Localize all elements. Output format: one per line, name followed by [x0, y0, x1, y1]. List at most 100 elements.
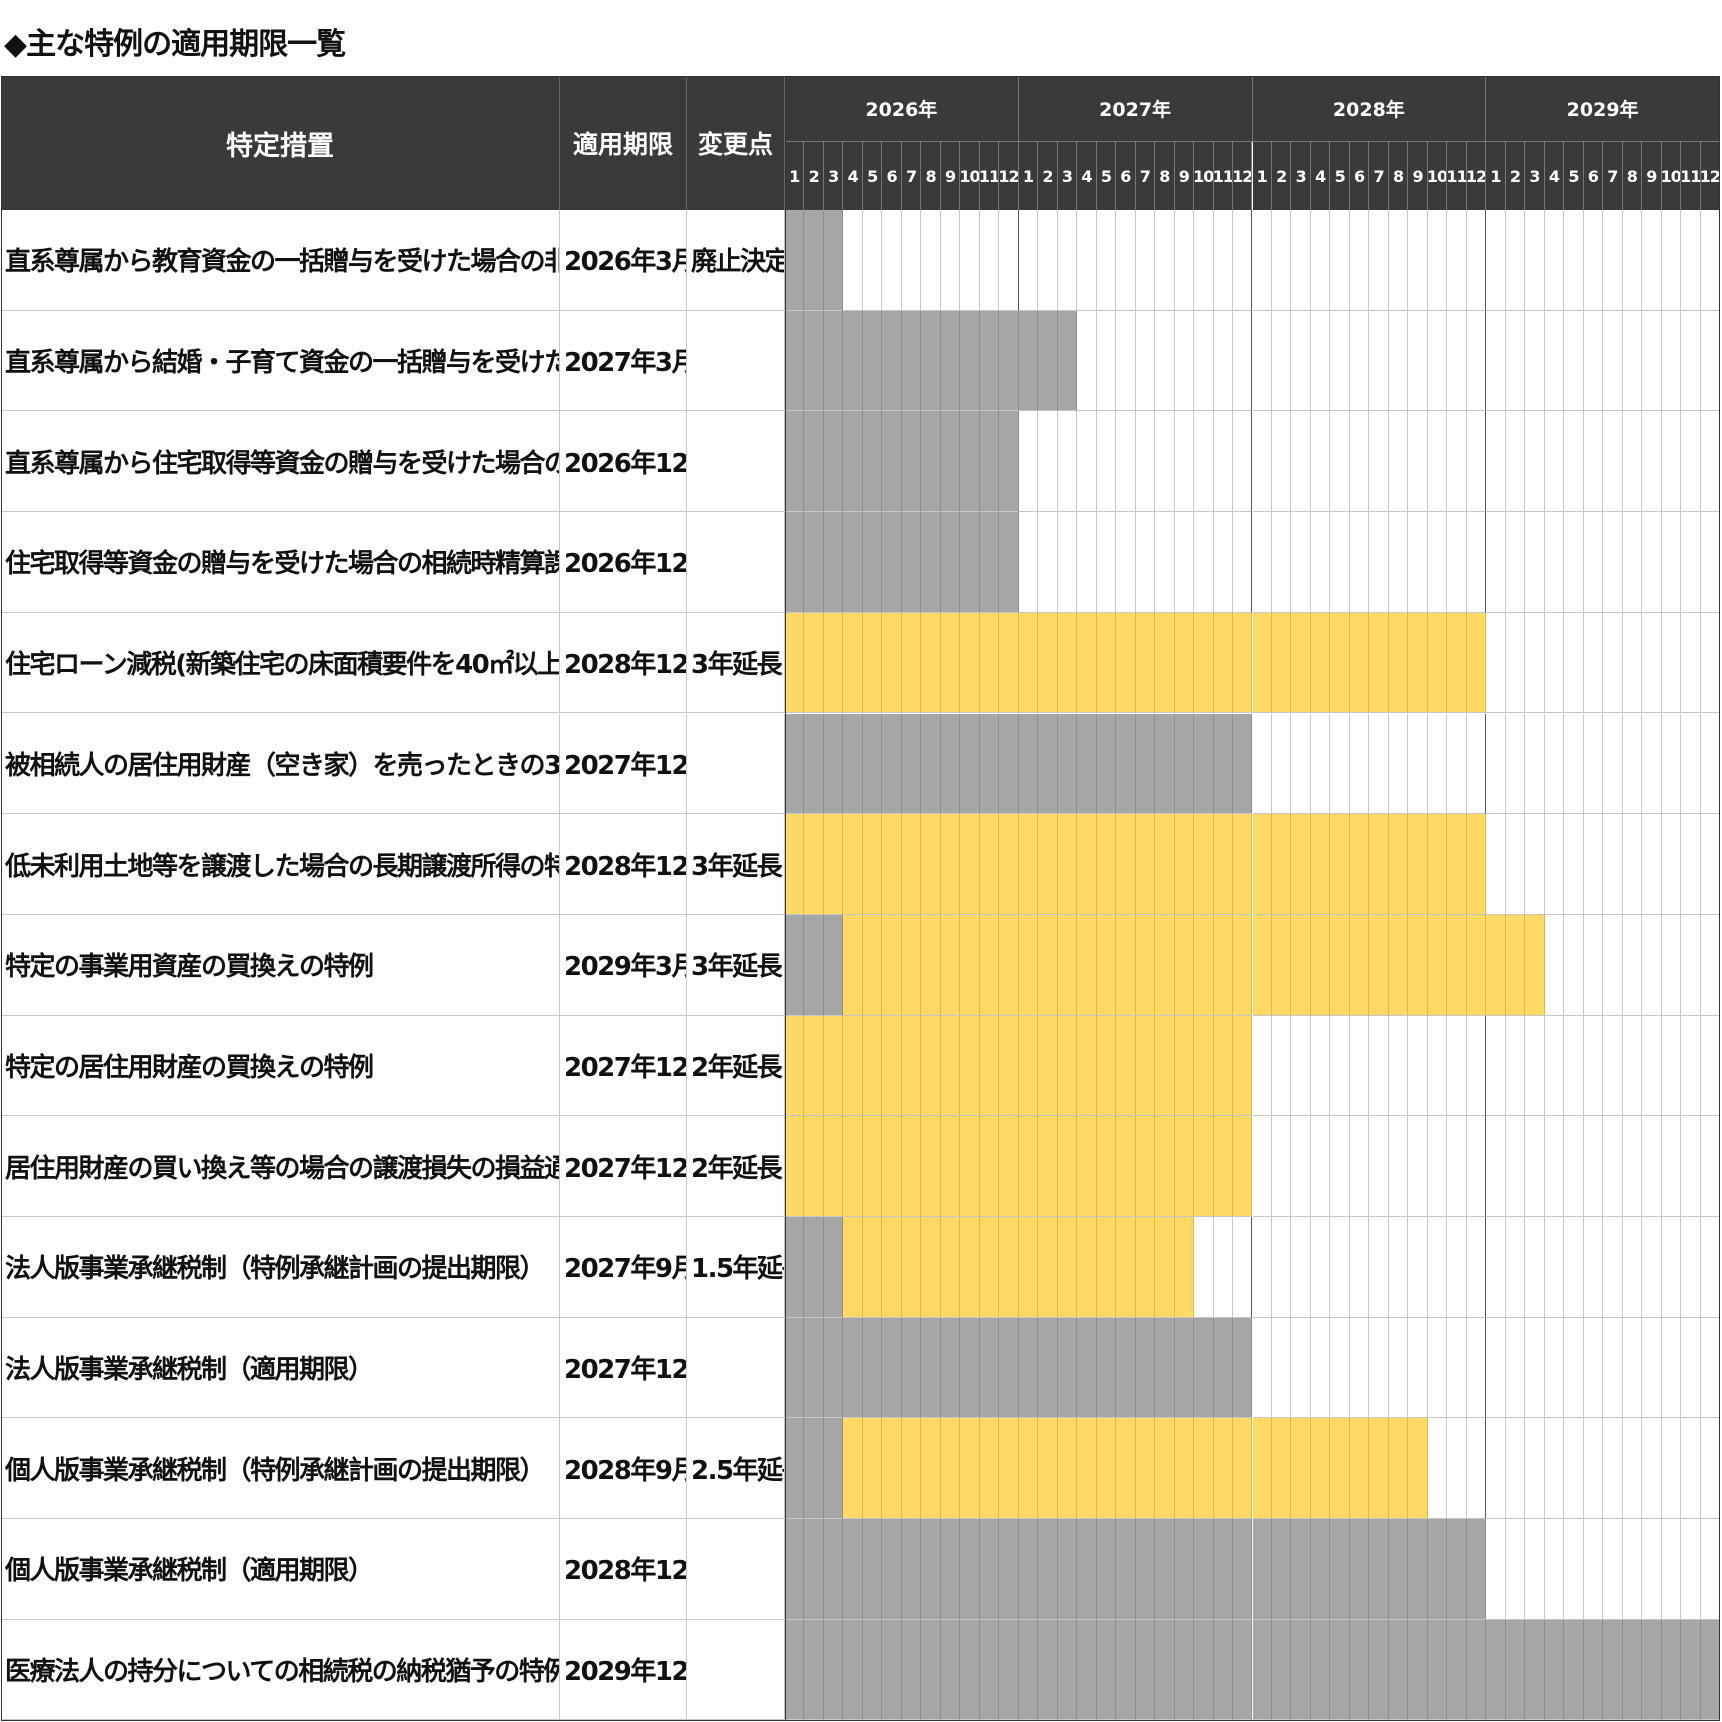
bar-segment-extended — [1135, 1116, 1156, 1217]
empty-month-cell — [1525, 1116, 1545, 1217]
bar-segment-extended — [1252, 1418, 1272, 1520]
empty-month-cell — [940, 210, 961, 311]
change-cell — [687, 1519, 785, 1620]
bar-segment-existing — [823, 310, 844, 412]
empty-month-cell — [1466, 1015, 1487, 1117]
bar-segment-extended — [1194, 1418, 1214, 1520]
change-cell: 3年延長 — [687, 612, 785, 714]
bar-segment-existing — [1194, 1519, 1214, 1620]
deadline-cell: 2028年12月末 — [560, 612, 687, 714]
bar-segment-existing — [901, 411, 922, 513]
bar-segment-extended — [960, 1217, 980, 1318]
month-header: 9 — [940, 142, 961, 210]
empty-month-cell — [1486, 612, 1506, 714]
bar-segment-existing — [979, 1519, 1000, 1620]
empty-month-cell — [1583, 713, 1604, 815]
measure-cell: 特定の事業用資産の買換えの特例 — [1, 914, 560, 1016]
empty-month-cell — [1447, 512, 1467, 613]
empty-month-cell — [1681, 612, 1701, 714]
bar-segment-extended — [1135, 1015, 1156, 1117]
bar-segment-existing — [999, 1519, 1019, 1620]
bar-segment-existing — [1622, 1619, 1643, 1721]
bar-segment-existing — [1213, 713, 1233, 815]
empty-month-cell — [1681, 310, 1701, 412]
bar-segment-existing — [785, 310, 805, 412]
empty-month-cell — [1252, 1116, 1272, 1217]
empty-month-cell — [1369, 210, 1389, 311]
empty-month-cell — [1505, 1217, 1526, 1318]
empty-month-cell — [1271, 1317, 1292, 1419]
bar-segment-extended — [979, 1418, 1000, 1520]
bar-segment-existing — [1194, 1619, 1214, 1721]
bar-segment-existing — [1369, 1619, 1389, 1721]
empty-month-cell — [1310, 310, 1331, 412]
empty-month-cell — [1583, 411, 1604, 513]
change-cell: 3年延長 — [687, 814, 785, 915]
empty-month-cell — [1447, 1418, 1467, 1520]
bar-segment-extended — [921, 914, 941, 1016]
empty-month-cell — [1310, 1217, 1331, 1318]
bar-segment-existing — [999, 512, 1019, 613]
empty-month-cell — [1505, 713, 1526, 815]
bar-segment-existing — [823, 1418, 844, 1520]
bar-segment-extended — [1486, 914, 1506, 1016]
bar-segment-extended — [1155, 1418, 1175, 1520]
empty-month-cell — [1213, 1217, 1233, 1318]
bar-segment-existing — [804, 1418, 824, 1520]
empty-month-cell — [1174, 411, 1195, 513]
measure-cell: 直系尊属から教育資金の一括贈与を受けた場合の非課税 — [1, 210, 560, 311]
bar-segment-extended — [1174, 612, 1195, 714]
bar-segment-extended — [1155, 1015, 1175, 1117]
empty-month-cell — [999, 210, 1019, 311]
bar-segment-existing — [999, 310, 1019, 412]
bar-segment-existing — [1096, 713, 1117, 815]
bar-segment-extended — [1330, 1418, 1350, 1520]
empty-month-cell — [1700, 1418, 1720, 1520]
month-header: 5 — [862, 142, 883, 210]
empty-month-cell — [1544, 512, 1565, 613]
bar-segment-existing — [1116, 1519, 1136, 1620]
bar-segment-existing — [921, 1519, 941, 1620]
bar-segment-existing — [1349, 1619, 1370, 1721]
bar-segment-extended — [1466, 814, 1487, 915]
bar-segment-existing — [804, 210, 824, 311]
bar-segment-existing — [785, 1217, 805, 1318]
empty-month-cell — [1564, 512, 1584, 613]
bar-segment-existing — [1018, 713, 1039, 815]
empty-month-cell — [882, 210, 902, 311]
empty-month-cell — [1661, 713, 1682, 815]
empty-month-cell — [1700, 713, 1720, 815]
bar-segment-existing — [940, 310, 961, 412]
bar-segment-existing — [882, 713, 902, 815]
empty-month-cell — [1271, 512, 1292, 613]
empty-month-cell — [1330, 713, 1350, 815]
empty-month-cell — [1330, 1015, 1350, 1117]
measure-cell: 住宅ローン減税(新築住宅の床面積要件を40㎡以上に緩和する措置 — [1, 612, 560, 714]
bar-segment-extended — [1174, 1418, 1195, 1520]
bar-segment-existing — [1466, 1519, 1487, 1620]
bar-segment-extended — [804, 612, 824, 714]
empty-month-cell — [1700, 914, 1720, 1016]
bar-segment-existing — [1174, 1317, 1195, 1419]
empty-month-cell — [1271, 210, 1292, 311]
bar-segment-existing — [1233, 1317, 1253, 1419]
bar-segment-extended — [901, 1116, 922, 1217]
empty-month-cell — [1252, 1217, 1272, 1318]
empty-month-cell — [1252, 512, 1272, 613]
empty-month-cell — [1427, 1418, 1448, 1520]
bar-segment-extended — [1018, 814, 1039, 915]
empty-month-cell — [1077, 310, 1097, 412]
bar-segment-extended — [999, 1015, 1019, 1117]
bar-segment-existing — [785, 713, 805, 815]
deadline-cell: 2027年12月末 — [560, 1015, 687, 1117]
empty-month-cell — [1525, 1418, 1545, 1520]
bar-segment-existing — [921, 1317, 941, 1419]
empty-month-cell — [1349, 1317, 1370, 1419]
empty-month-cell — [1505, 1116, 1526, 1217]
empty-month-cell — [1369, 411, 1389, 513]
bar-segment-extended — [921, 1015, 941, 1117]
empty-month-cell — [1622, 1418, 1643, 1520]
bar-segment-existing — [1057, 1519, 1078, 1620]
empty-month-cell — [1369, 1116, 1389, 1217]
bar-segment-extended — [999, 1418, 1019, 1520]
